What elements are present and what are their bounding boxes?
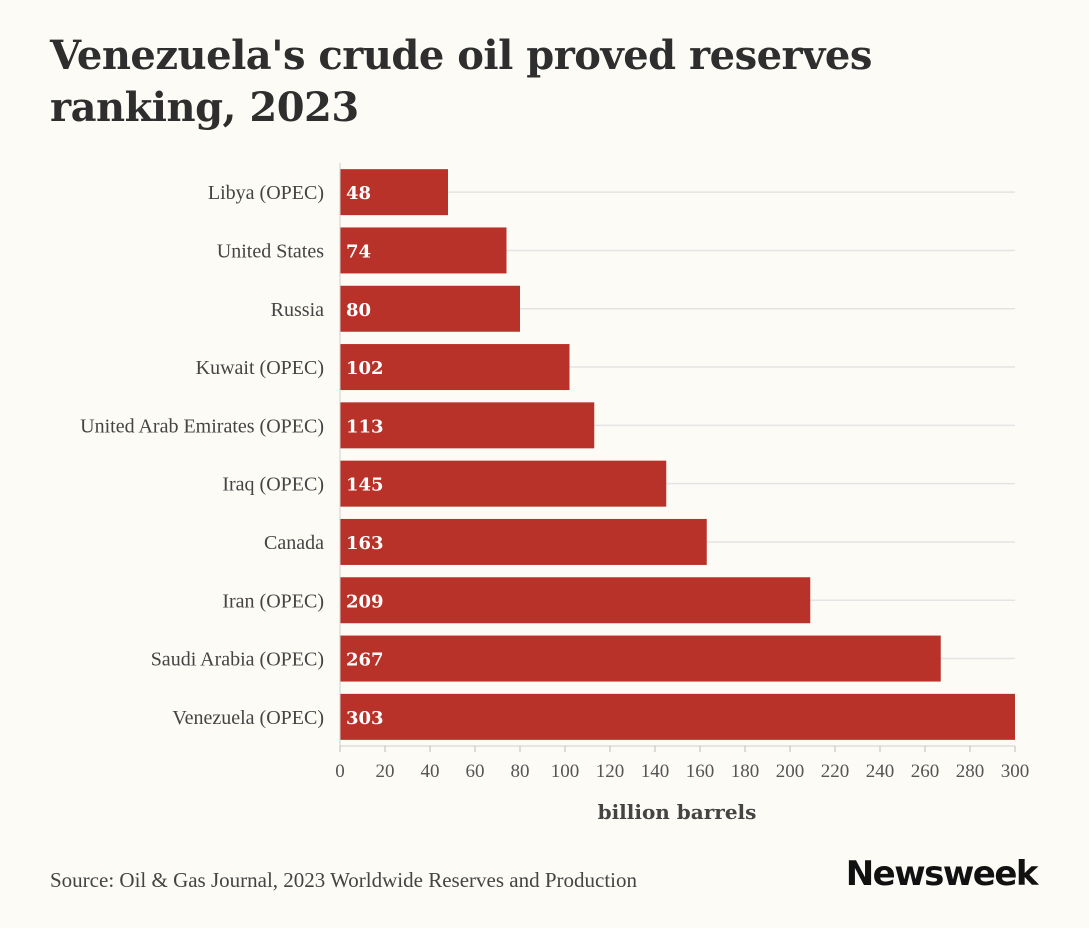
- value-label: 303: [346, 708, 384, 729]
- source-note: Source: Oil & Gas Journal, 2023 Worldwid…: [50, 868, 637, 892]
- x-tick-label: 100: [551, 761, 580, 782]
- category-label: United States: [217, 240, 324, 262]
- x-tick-label: 140: [641, 761, 670, 782]
- value-label: 209: [346, 591, 384, 612]
- bar: [340, 577, 811, 624]
- x-tick-label: 300: [1001, 761, 1030, 782]
- value-label: 145: [346, 475, 384, 496]
- newsweek-logo: Newsweek: [845, 854, 1039, 894]
- bar: [340, 169, 448, 216]
- value-label: 48: [346, 183, 371, 204]
- value-label: 102: [346, 358, 384, 379]
- bar: [340, 402, 595, 449]
- x-tick-label: 0: [335, 761, 345, 782]
- category-label: Iraq (OPEC): [222, 474, 324, 496]
- value-label: 80: [346, 300, 371, 321]
- category-label: Libya (OPEC): [208, 182, 324, 204]
- bar: [340, 227, 507, 274]
- category-label: Iran (OPEC): [222, 590, 324, 612]
- x-tick-label: 120: [596, 761, 625, 782]
- bar: [340, 693, 1015, 740]
- category-label: Venezuela (OPEC): [172, 707, 324, 729]
- category-label: Saudi Arabia (OPEC): [151, 649, 324, 671]
- x-tick-label: 20: [376, 761, 395, 782]
- value-label: 74: [346, 241, 371, 262]
- bar: [340, 285, 520, 332]
- category-label: Canada: [264, 532, 324, 554]
- value-label: 163: [346, 533, 384, 554]
- x-tick-label: 220: [821, 761, 850, 782]
- bar-chart: Libya (OPEC) 48 United States 74 Russia 80 Kuw…: [80, 163, 1029, 824]
- value-label: 267: [346, 650, 384, 671]
- x-tick-label: 40: [421, 761, 440, 782]
- value-label: 113: [346, 416, 384, 437]
- bar: [340, 344, 570, 391]
- x-tick-label: 60: [466, 761, 485, 782]
- x-tick-label: 240: [866, 761, 895, 782]
- category-label: Russia: [271, 299, 324, 321]
- category-label: United Arab Emirates (OPEC): [80, 415, 324, 437]
- bar: [340, 518, 707, 565]
- x-tick-label: 280: [956, 761, 985, 782]
- x-tick-label: 160: [686, 761, 715, 782]
- x-axis-title: billion barrels: [598, 800, 757, 824]
- x-tick-label: 80: [511, 761, 530, 782]
- category-label: Kuwait (OPEC): [196, 357, 324, 379]
- x-tick-label: 200: [776, 761, 805, 782]
- x-tick-label: 260: [911, 761, 940, 782]
- bar: [340, 460, 667, 507]
- x-axis: 0 20 40 60 80 100 120 140 160 180 200 220 240 260 280 3…: [335, 163, 1029, 782]
- chart-title: Venezuela's crude oil proved reserves ra…: [50, 32, 872, 131]
- bars: Libya (OPEC) 48 United States 74 Russia 80 Kuw…: [80, 169, 1015, 740]
- x-tick-label: 180: [731, 761, 760, 782]
- bar: [340, 635, 941, 682]
